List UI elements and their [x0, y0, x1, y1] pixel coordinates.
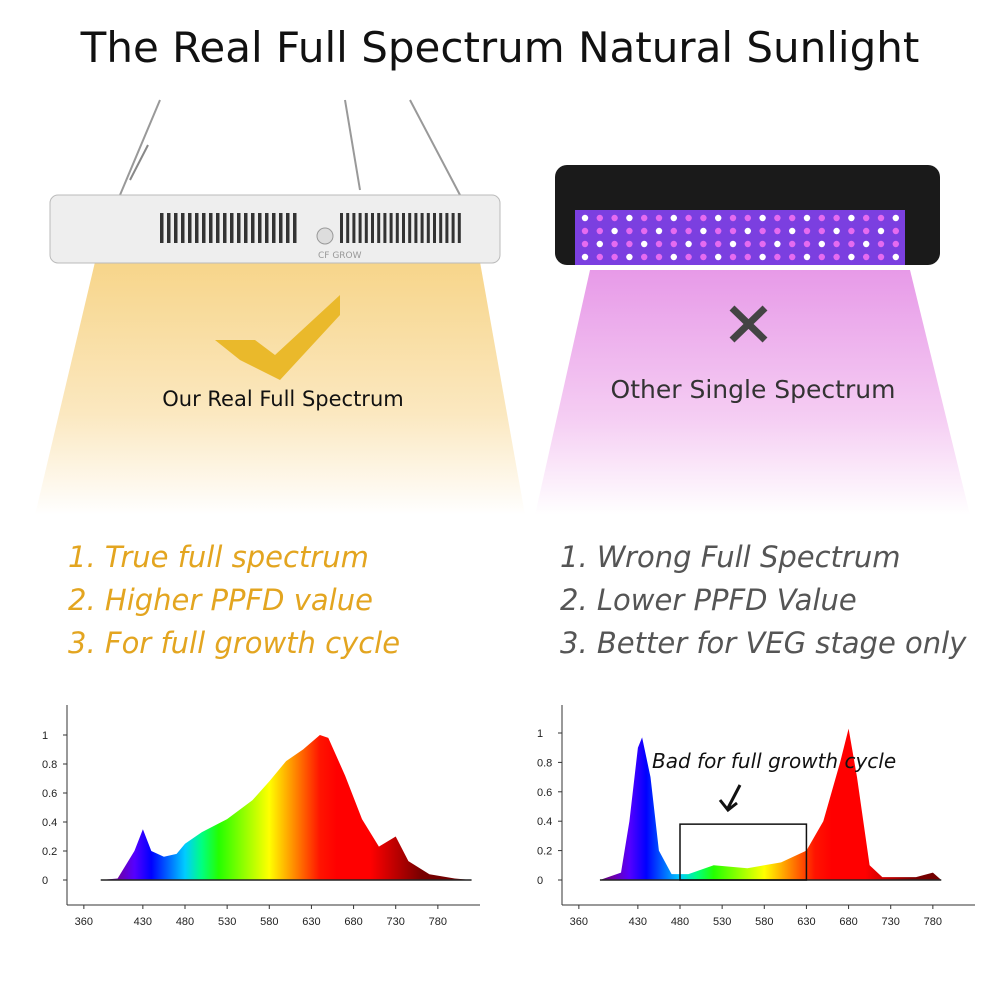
highlight-box — [679, 823, 808, 881]
x-tick-label: 530 — [218, 916, 236, 928]
feature: 1. True full spectrum — [68, 540, 369, 574]
x-tick-label: 360 — [75, 916, 93, 928]
x-tick-label: 730 — [387, 916, 405, 928]
y-tick-label: 1 — [537, 728, 543, 740]
annotation: Bad for full growth cycle — [652, 749, 896, 773]
x-tick-label: 780 — [429, 916, 447, 928]
x-tick-label: 530 — [713, 916, 731, 928]
y-tick-label: 1 — [42, 730, 48, 742]
feature: 3. Better for VEG stage only — [560, 626, 967, 660]
y-tick-label: 0.4 — [537, 816, 552, 828]
y-tick-label: 0.6 — [537, 787, 552, 799]
feature: 2. Lower PPFD Value — [560, 583, 857, 617]
x-tick-label: 630 — [302, 916, 320, 928]
y-tick-label: 0.2 — [42, 846, 57, 858]
spectrum-area — [100, 735, 472, 880]
arrow — [718, 784, 742, 813]
x-tick-label: 630 — [797, 916, 815, 928]
x-tick-label: 780 — [924, 916, 942, 928]
y-tick-label: 0.8 — [537, 757, 552, 769]
y-tick-label: 0.2 — [537, 846, 552, 858]
title: The Real Full Spectrum Natural Sunlight — [80, 23, 920, 72]
x-tick-label: 360 — [570, 916, 588, 928]
feature: 3. For full growth cycle — [68, 626, 400, 660]
brand: CF GROW — [318, 251, 362, 261]
y-tick-label: 0 — [537, 875, 543, 887]
x-tick-label: 580 — [260, 916, 278, 928]
spectrum-area — [599, 728, 942, 880]
light-beam — [35, 262, 525, 515]
x-tick-label: 680 — [344, 916, 362, 928]
right-label: Other Single Spectrum — [611, 375, 896, 404]
y-tick-label: 0.4 — [42, 817, 57, 829]
feature: 2. Higher PPFD value — [68, 583, 373, 617]
check-icon — [215, 295, 340, 380]
y-tick-label: 0.8 — [42, 759, 57, 771]
x-tick-label: 430 — [629, 916, 647, 928]
lamp-single-spectrum — [555, 165, 940, 265]
x-tick-label: 430 — [134, 916, 152, 928]
x-tick-label: 480 — [176, 916, 194, 928]
y-tick-label: 0.6 — [42, 788, 57, 800]
feature: 1. Wrong Full Spectrum — [560, 540, 900, 574]
y-tick-label: 0 — [42, 875, 48, 887]
x-tick-label: 680 — [839, 916, 857, 928]
left-label: Our Real Full Spectrum — [162, 387, 403, 411]
x-tick-label: 730 — [882, 916, 900, 928]
x-tick-label: 580 — [755, 916, 773, 928]
lamp-full-spectrum: CF GROW — [49, 99, 501, 264]
x-tick-label: 480 — [671, 916, 689, 928]
light-beam — [535, 270, 970, 515]
x-icon — [729, 305, 768, 343]
